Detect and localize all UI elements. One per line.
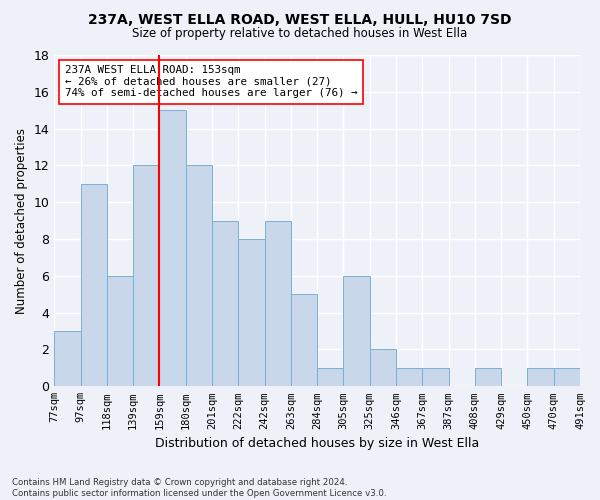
Bar <box>475 368 501 386</box>
Bar <box>370 350 396 387</box>
Bar <box>422 368 449 386</box>
Bar <box>396 368 422 386</box>
Bar <box>212 220 238 386</box>
Bar <box>54 331 80 386</box>
Text: 237A, WEST ELLA ROAD, WEST ELLA, HULL, HU10 7SD: 237A, WEST ELLA ROAD, WEST ELLA, HULL, H… <box>88 12 512 26</box>
Text: Contains HM Land Registry data © Crown copyright and database right 2024.
Contai: Contains HM Land Registry data © Crown c… <box>12 478 386 498</box>
Text: 237A WEST ELLA ROAD: 153sqm
← 26% of detached houses are smaller (27)
74% of sem: 237A WEST ELLA ROAD: 153sqm ← 26% of det… <box>65 65 358 98</box>
X-axis label: Distribution of detached houses by size in West Ella: Distribution of detached houses by size … <box>155 437 479 450</box>
Bar <box>343 276 370 386</box>
Y-axis label: Number of detached properties: Number of detached properties <box>15 128 28 314</box>
Bar <box>186 166 212 386</box>
Bar <box>291 294 317 386</box>
Bar <box>107 276 133 386</box>
Bar <box>554 368 580 386</box>
Bar <box>80 184 107 386</box>
Bar <box>317 368 343 386</box>
Bar <box>265 220 291 386</box>
Text: Size of property relative to detached houses in West Ella: Size of property relative to detached ho… <box>133 28 467 40</box>
Bar <box>133 166 160 386</box>
Bar <box>160 110 186 386</box>
Bar <box>238 239 265 386</box>
Bar <box>527 368 554 386</box>
